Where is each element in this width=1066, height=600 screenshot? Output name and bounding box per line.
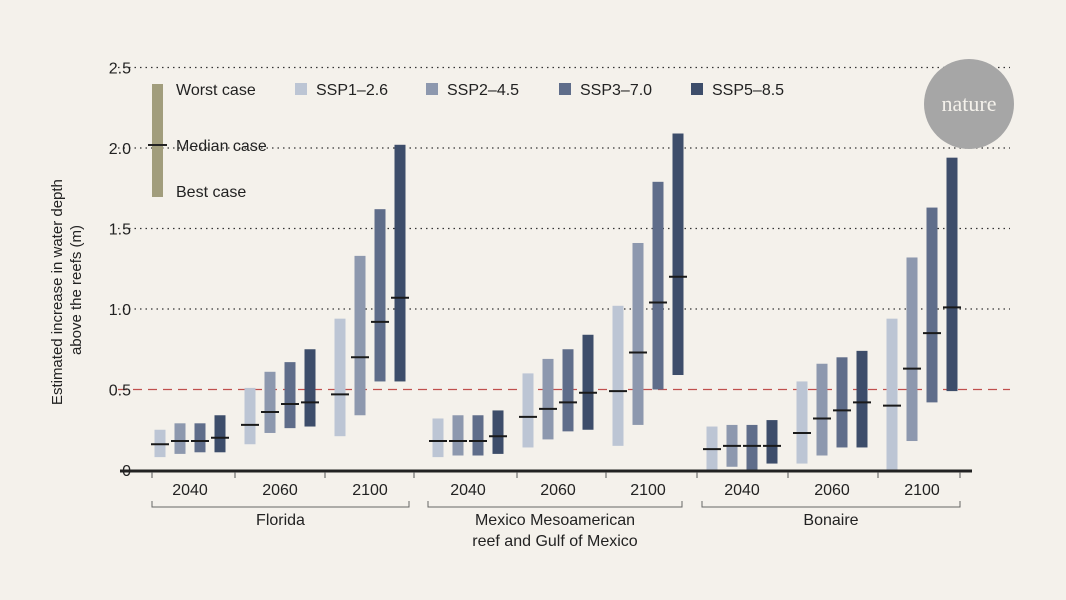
legend-swatch (691, 83, 703, 95)
range-bar (796, 381, 808, 464)
year-label: 2040 (724, 482, 760, 499)
x-axis: 2040 2060 2100 Florida 2040 2060 2100 Mexico Me… (120, 469, 972, 550)
y-tick-label: 0.5 (109, 383, 131, 400)
range-bar (214, 415, 226, 453)
range-bar (394, 144, 406, 382)
legend-median-case: Median case (176, 138, 267, 155)
legend-worst-case: Worst case (176, 82, 256, 99)
year-label: 2060 (814, 482, 850, 499)
range-bar (836, 357, 848, 448)
year-label: 2100 (352, 482, 388, 499)
region-label: Florida (256, 512, 305, 529)
range-bar (746, 424, 758, 470)
range-bar (652, 181, 664, 390)
range-bar (174, 423, 186, 454)
y-axis-label-line-2: above the reefs (m) (68, 225, 85, 355)
legend: Worst case Median case Best case SSP1–2.… (148, 82, 784, 201)
year-label: 2040 (450, 482, 486, 499)
legend-swatch (295, 83, 307, 95)
legend-swatch (559, 83, 571, 95)
range-bar (194, 423, 206, 453)
region-label: reef and Gulf of Mexico (472, 533, 638, 550)
range-bar (886, 318, 898, 470)
region-bracket (151, 501, 410, 508)
range-bar (672, 133, 684, 376)
range-bar (334, 318, 346, 437)
range-bar (354, 255, 366, 416)
logo-text: nature (942, 91, 997, 116)
range-bar (906, 257, 918, 442)
range-bar (264, 371, 276, 433)
y-axis-label: Estimated increase in water depth above … (49, 175, 85, 405)
legend-key-range (152, 84, 163, 197)
y-axis-label-line-1: Estimated increase in water depth (49, 179, 66, 405)
region-label: Bonaire (803, 512, 858, 529)
legend-series: SSP1–2.6 SSP2–4.5 SSP3–7.0 SSP5–8.5 (295, 82, 784, 99)
legend-series-label: SSP2–4.5 (447, 82, 519, 99)
y-axis: 00.51.01.52.02.5 (109, 61, 131, 481)
range-bar (632, 242, 644, 425)
range-bar (244, 387, 256, 445)
range-bar (304, 349, 316, 427)
legend-series-label: SSP1–2.6 (316, 82, 388, 99)
range-bar (522, 373, 534, 448)
range-bar (816, 363, 828, 456)
year-label: 2100 (630, 482, 666, 499)
gridlines (118, 66, 1010, 391)
range-bar (374, 209, 386, 382)
bars (151, 133, 961, 470)
region-bracket (427, 501, 683, 508)
nature-logo: nature (924, 59, 1014, 149)
logo-circle (924, 59, 1014, 149)
year-label: 2060 (540, 482, 576, 499)
year-label: 2040 (172, 482, 208, 499)
year-label: 2060 (262, 482, 298, 499)
range-bar (284, 362, 296, 429)
legend-series-label: SSP3–7.0 (580, 82, 652, 99)
range-bar (946, 157, 958, 392)
range-bar (542, 358, 554, 440)
range-bar (562, 349, 574, 432)
range-bar (432, 418, 444, 458)
range-bar (492, 410, 504, 454)
legend-swatch (426, 83, 438, 95)
region-label: Mexico Mesoamerican (475, 512, 635, 529)
y-tick-label: 1.0 (109, 302, 131, 319)
year-label: 2100 (904, 482, 940, 499)
range-bar (766, 420, 778, 464)
y-tick-label: 1.5 (109, 222, 131, 239)
region-bracket (701, 501, 961, 508)
range-bar (582, 334, 594, 430)
range-bar (856, 350, 868, 448)
legend-best-case: Best case (176, 184, 246, 201)
range-bar (926, 207, 938, 403)
range-bar (452, 415, 464, 456)
y-tick-label: 2.5 (109, 61, 131, 78)
range-bar (472, 415, 484, 456)
range-bar (612, 305, 624, 446)
y-tick-label: 2.0 (109, 141, 131, 158)
legend-series-label: SSP5–8.5 (712, 82, 784, 99)
